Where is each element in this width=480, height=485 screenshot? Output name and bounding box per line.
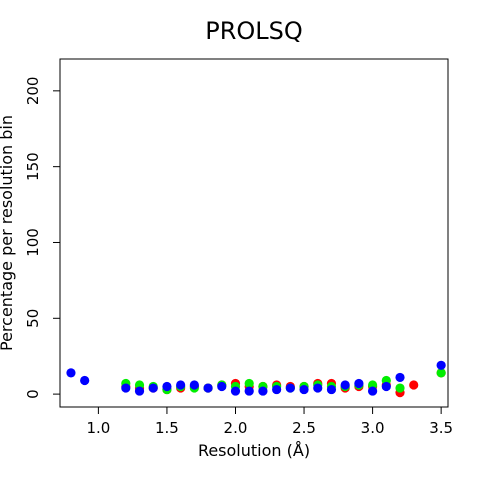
data-point bbox=[409, 380, 419, 390]
data-point bbox=[217, 381, 227, 392]
plot-frame bbox=[59, 58, 449, 408]
data-point bbox=[230, 386, 241, 396]
series-1-points bbox=[121, 368, 446, 395]
data-point bbox=[80, 375, 90, 386]
x-axis-label: Resolution (Å) bbox=[198, 441, 310, 460]
data-point bbox=[148, 383, 158, 393]
x-tick-label: 3.5 bbox=[429, 419, 453, 437]
x-tick-label: 2.5 bbox=[292, 419, 316, 437]
data-point bbox=[244, 386, 254, 396]
data-point bbox=[436, 368, 446, 378]
data-point bbox=[272, 384, 282, 395]
data-points bbox=[66, 360, 446, 398]
data-point bbox=[285, 383, 295, 393]
data-point bbox=[121, 383, 131, 393]
data-point bbox=[436, 360, 446, 370]
data-point bbox=[176, 380, 186, 390]
data-point bbox=[299, 384, 309, 395]
chart-title: PROLSQ bbox=[205, 17, 303, 45]
data-point bbox=[354, 378, 364, 389]
data-point bbox=[162, 381, 172, 392]
data-point bbox=[326, 384, 337, 395]
y-tick-label: 150 bbox=[24, 152, 42, 181]
data-point bbox=[381, 381, 391, 392]
data-point bbox=[203, 383, 213, 393]
series-2-points bbox=[66, 360, 446, 396]
data-point bbox=[134, 386, 145, 396]
x-axis: 1.0 1.5 2.0 2.5 3.0 3.5 bbox=[86, 407, 453, 437]
data-point bbox=[313, 383, 323, 393]
data-point bbox=[395, 383, 405, 393]
x-tick-label: 2.0 bbox=[224, 419, 248, 437]
y-tick-label: 200 bbox=[24, 77, 42, 106]
data-point bbox=[66, 368, 76, 378]
data-point bbox=[395, 372, 405, 383]
y-tick-label: 100 bbox=[24, 228, 42, 257]
data-point bbox=[244, 378, 254, 389]
data-point bbox=[340, 380, 350, 390]
y-axis: 0 50 100 150 200 bbox=[24, 77, 60, 399]
data-point bbox=[189, 380, 199, 390]
data-point bbox=[367, 386, 378, 396]
y-axis-label: Percentage per resolution bin bbox=[0, 115, 16, 351]
x-tick-label: 3.0 bbox=[361, 419, 385, 437]
y-tick-label: 0 bbox=[24, 389, 42, 399]
x-tick-label: 1.0 bbox=[86, 419, 110, 437]
x-tick-label: 1.5 bbox=[155, 419, 179, 437]
data-point bbox=[258, 386, 268, 396]
y-tick-label: 50 bbox=[24, 309, 42, 328]
